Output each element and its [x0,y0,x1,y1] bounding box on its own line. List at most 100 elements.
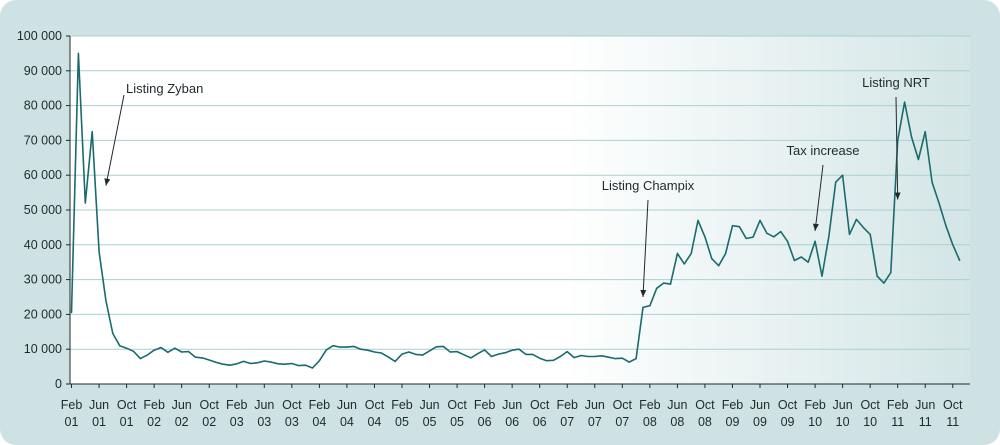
data-point [222,363,224,365]
data-point [188,351,190,353]
data-point [718,265,720,267]
x-tick-label-month: Jun [833,398,853,412]
x-tick-label-year: 08 [670,415,684,429]
data-point [518,348,520,350]
data-point [766,232,768,234]
x-tick-label-month: Feb [639,398,661,412]
data-point [511,349,513,351]
data-point [394,360,396,362]
x-tick-label-year: 01 [65,415,79,429]
data-point [153,349,155,351]
data-point [628,361,630,363]
data-point [683,263,685,265]
data-point [160,346,162,349]
y-tick-label: 90 000 [24,64,62,78]
x-tick-label-month: Jun [750,398,770,412]
data-point [566,351,568,353]
data-point [594,355,596,358]
data-point [70,312,73,314]
data-point [931,181,933,183]
data-point [532,353,534,355]
x-tick-label-year: 08 [643,415,657,429]
data-point [91,131,93,133]
data-point [277,363,279,365]
data-point [119,345,121,347]
x-tick-label-year: 09 [726,415,740,429]
x-tick-label-month: Oct [282,398,302,412]
x-tick-label-year: 04 [367,415,381,429]
series-layer [70,52,961,369]
data-point [263,360,265,362]
data-point [793,259,796,262]
annotation-arrowhead [812,223,819,231]
x-tick-label-year: 10 [836,415,850,429]
annotation-arrowhead [640,289,647,297]
data-point [490,355,493,358]
x-tick-label-year: 02 [175,415,189,429]
x-tick-label-year: 05 [423,415,437,429]
data-point [243,360,245,362]
data-point [298,365,300,367]
x-tick-label-month: Oct [447,398,467,412]
x-tick-label-month: Feb [556,398,578,412]
data-point [862,226,864,228]
data-point [284,363,286,365]
x-tick-label-month: Feb [61,398,83,412]
data-point [497,353,499,355]
x-tick-label-month: Oct [117,398,137,412]
x-tick-label-year: 09 [753,415,767,429]
data-point [607,356,610,358]
x-tick-label-year: 05 [450,415,464,429]
data-point [194,356,196,358]
data-point [470,357,472,359]
x-tick-label-month: Feb [309,398,331,412]
data-point [181,351,183,353]
data-point [105,299,107,302]
gridlines [70,35,970,350]
x-tick-label-year: 02 [202,415,216,429]
data-point [456,351,458,353]
data-point [800,256,802,258]
data-point [587,355,589,358]
data-point [676,252,679,255]
data-point [229,364,231,366]
data-point [112,332,114,335]
data-point [642,306,644,308]
data-point [842,174,844,176]
data-point [828,235,830,237]
x-tick-label-year: 01 [92,415,106,429]
data-point [745,237,747,240]
data-point [649,305,651,307]
data-point [614,358,617,360]
x-tick-label-year: 07 [615,415,629,429]
data-point [559,355,561,358]
data-point [725,252,727,255]
data-point [938,202,940,204]
x-tick-label-month: Jun [667,398,687,412]
data-point [552,359,555,361]
annotation-arrow [105,94,125,186]
x-tick-label-month: Oct [530,398,550,412]
data-point [897,139,899,141]
y-tick-label: 100 000 [17,29,62,43]
data-point [428,350,431,352]
data-point [291,362,293,365]
x-tick-label-year: 04 [340,415,354,429]
data-point [442,345,444,347]
x-tick-label-year: 06 [533,415,547,429]
data-point [546,360,548,362]
data-point [835,181,837,183]
data-point [821,275,823,277]
data-point [236,363,238,365]
x-tick-label-month: Oct [613,398,633,412]
annotation-label: Listing Champix [602,178,695,193]
x-tick-label-year: 04 [312,415,326,429]
data-point [270,361,272,363]
x-tick-label-month: Oct [943,398,963,412]
data-point [325,349,327,351]
data-point [332,345,334,347]
data-point [904,101,906,103]
y-tick-label: 20 000 [24,307,62,321]
